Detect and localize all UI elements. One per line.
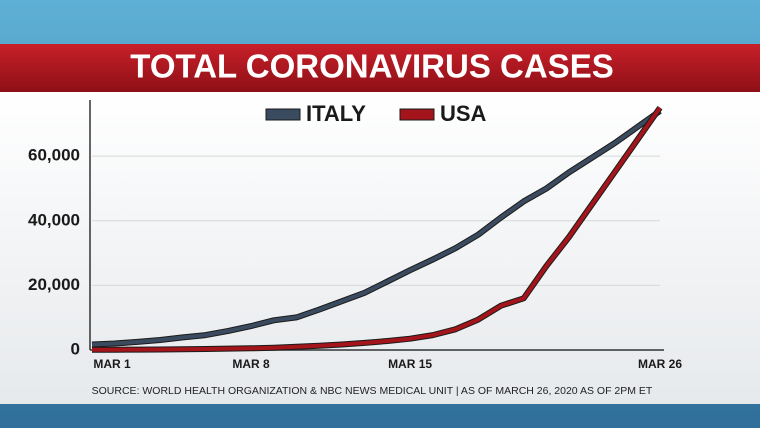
y-tick-label: 20,000 bbox=[28, 275, 80, 294]
x-tick-label: MAR 8 bbox=[232, 357, 270, 371]
x-tick-label: MAR 1 bbox=[93, 357, 131, 371]
y-tick-label: 0 bbox=[71, 339, 80, 358]
y-tick-label: 60,000 bbox=[28, 146, 80, 165]
legend-swatch bbox=[265, 108, 301, 121]
legend-swatch bbox=[399, 108, 435, 121]
legend-label: USA bbox=[440, 101, 487, 126]
y-tick-label: 40,000 bbox=[28, 210, 80, 229]
source-note: SOURCE: WORLD HEALTH ORGANIZATION & NBC … bbox=[92, 385, 653, 397]
legend-label: ITALY bbox=[306, 101, 366, 126]
x-tick-label: MAR 26 bbox=[638, 357, 682, 371]
x-tick-label: MAR 15 bbox=[388, 357, 432, 371]
series-line bbox=[91, 106, 662, 352]
title-banner bbox=[0, 44, 760, 92]
chart-title: TOTAL CORONAVIRUS CASES bbox=[130, 48, 613, 85]
series-line bbox=[91, 109, 662, 347]
